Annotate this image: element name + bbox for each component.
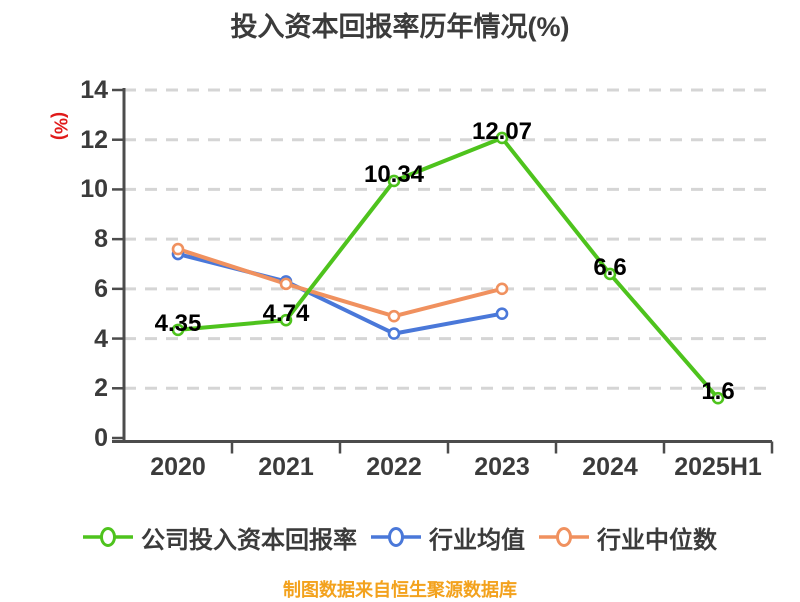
- company-point: [603, 267, 617, 281]
- data-point-label: 6.6: [593, 253, 627, 281]
- legend-label-industry-median: 行业中位数: [597, 526, 717, 554]
- y-tick-label: 10: [80, 175, 108, 204]
- industry-median-line-marker-icon: [539, 527, 589, 547]
- company-line: [176, 135, 720, 401]
- company-point: [495, 131, 509, 145]
- y-tick-label: 8: [94, 225, 108, 254]
- legend-item-industry-mean: 行业均值: [371, 520, 525, 555]
- company-point: [711, 391, 725, 405]
- industry-median-point: [279, 277, 293, 291]
- company-point: [171, 323, 185, 337]
- industry-median-line: [176, 247, 504, 319]
- chart-legend: 公司投入资本回报率 行业均值 行业中位数: [0, 520, 800, 554]
- chart-title: 投入资本回报率历年情况(%): [230, 12, 570, 42]
- legend-label-company: 公司投入资本回报率: [141, 526, 357, 554]
- industry-mean-point: [387, 327, 401, 340]
- industry-median-point: [495, 282, 509, 296]
- x-tick-label: 2020: [150, 453, 206, 481]
- data-point-label: 1.6: [701, 378, 735, 406]
- x-tick-label: 2025H1: [674, 453, 762, 481]
- data-point-label: 4.74: [262, 300, 310, 328]
- x-tick-label: 2024: [582, 453, 638, 481]
- x-tick-label: 2021: [258, 453, 314, 481]
- x-tick-label: 2023: [474, 453, 530, 481]
- y-tick-label: 12: [80, 125, 108, 154]
- y-tick-label: 4: [94, 324, 108, 353]
- company-point: [279, 313, 293, 327]
- y-tick-label: 2: [94, 374, 108, 403]
- industry-mean-line-marker-icon: [371, 527, 421, 547]
- data-source-caption: 制图数据来自恒生聚源数据库: [283, 580, 517, 600]
- company-point: [387, 174, 401, 188]
- legend-item-industry-median: 行业中位数: [539, 520, 717, 555]
- data-point-label: 12.07: [471, 117, 533, 145]
- y-tick-label: 14: [80, 76, 108, 104]
- industry-mean-point: [495, 307, 509, 321]
- x-tick-label: 2022: [366, 453, 422, 481]
- industry-median-point: [387, 309, 401, 323]
- data-point-label: 10.34: [363, 160, 425, 188]
- data-point-label: 4.35: [154, 309, 202, 337]
- y-tick-label: 6: [94, 274, 108, 303]
- legend-item-company: 公司投入资本回报率: [83, 520, 357, 555]
- industry-median-point: [171, 242, 185, 256]
- legend-label-industry-mean: 行业均值: [429, 526, 525, 554]
- y-tick-label: 0: [94, 424, 108, 452]
- company-line-marker-icon: [83, 527, 133, 547]
